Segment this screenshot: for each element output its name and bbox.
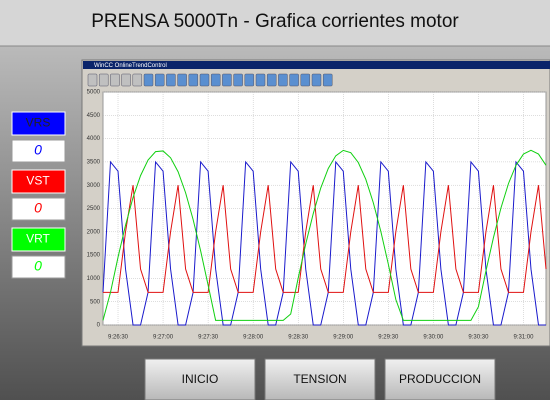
toolbar-icon[interactable] <box>143 73 154 87</box>
y-tick-label: 5000 <box>87 90 101 96</box>
nav-button-label: TENSION <box>293 372 346 386</box>
indicator-label-box <box>11 111 66 136</box>
nav-button-label: PRODUCCION <box>399 372 481 386</box>
y-tick-label: 1000 <box>87 276 101 282</box>
x-tick-label: 9:31:00 <box>513 335 534 341</box>
toolbar-icon[interactable] <box>166 73 176 87</box>
toolbar-icon[interactable] <box>266 73 277 87</box>
toolbar-icon[interactable] <box>311 73 322 87</box>
nav-button[interactable] <box>384 358 496 401</box>
y-tick-label: 3500 <box>87 159 101 165</box>
y-tick-label: 1500 <box>87 253 101 259</box>
x-tick-label: 9:30:00 <box>423 335 444 341</box>
toolbar-icon[interactable] <box>278 73 288 87</box>
indicator-label: VST <box>26 174 50 188</box>
trend-line <box>103 185 547 293</box>
trend-line <box>102 149 547 321</box>
window-title: WinCC OnlineTrendControl <box>94 63 167 69</box>
plot-area <box>102 91 547 326</box>
indicator-label: VRS <box>26 116 51 130</box>
y-tick-label: 3000 <box>87 183 101 189</box>
toolbar-icon[interactable] <box>177 73 187 87</box>
toolbar-icon[interactable] <box>188 73 199 87</box>
x-tick-label: 9:27:00 <box>153 335 174 341</box>
indicator-value-box <box>11 255 66 279</box>
indicator-label-box <box>11 227 66 252</box>
x-tick-label: 9:29:30 <box>378 335 399 341</box>
indicator-value: 0 <box>34 142 42 158</box>
toolbar-icon[interactable] <box>300 73 311 87</box>
y-tick-label: 4000 <box>87 136 101 142</box>
header-bar <box>0 0 550 46</box>
toolbar-icon[interactable] <box>322 73 333 87</box>
toolbar-icon[interactable] <box>289 73 299 87</box>
y-tick-label: 2000 <box>87 229 101 235</box>
toolbar-icon[interactable] <box>154 73 165 87</box>
toolbar-icon[interactable] <box>255 73 266 87</box>
nav-button[interactable] <box>144 358 256 401</box>
indicator-value-box <box>11 139 66 163</box>
page-title: PRENSA 5000Tn - Grafica corrientes motor <box>91 11 459 32</box>
toolbar-icon[interactable] <box>132 73 143 87</box>
indicator-label: VRT <box>26 232 50 246</box>
toolbar-icon[interactable] <box>121 73 131 87</box>
indicator-label-box <box>11 169 66 194</box>
x-tick-label: 9:28:30 <box>288 335 309 341</box>
indicator-value: 0 <box>34 200 42 216</box>
indicators: VRS 0 VST 0 VRT 0 <box>11 111 66 279</box>
nav-button-label: INICIO <box>182 372 219 386</box>
window-titlebar <box>83 61 550 69</box>
toolbar-icon[interactable] <box>222 73 232 87</box>
y-tick-label: 2500 <box>87 206 101 212</box>
toolbar-icon[interactable] <box>244 73 255 87</box>
x-tick-label: 9:28:00 <box>243 335 264 341</box>
y-tick-label: 500 <box>90 299 101 305</box>
x-tick-label: 9:29:00 <box>333 335 354 341</box>
indicator-value: 0 <box>34 258 42 274</box>
trend-line <box>102 160 546 326</box>
nav-button[interactable] <box>264 358 376 401</box>
x-tick-label: 9:26:30 <box>108 335 129 341</box>
x-tick-label: 9:27:30 <box>198 335 219 341</box>
toolbar-icon[interactable] <box>233 73 243 87</box>
toolbar-icon[interactable] <box>199 73 210 87</box>
y-tick-label: 4500 <box>87 113 101 119</box>
toolbar-icon[interactable] <box>210 73 221 87</box>
toolbar <box>87 73 333 87</box>
indicator-value-box <box>11 197 66 221</box>
toolbar-icon[interactable] <box>87 73 98 87</box>
toolbar-icon[interactable] <box>110 73 120 87</box>
toolbar-icon[interactable] <box>98 73 109 87</box>
buttons: INICIO TENSION PRODUCCION <box>144 358 496 401</box>
x-tick-label: 9:30:30 <box>468 335 489 341</box>
y-tick-label: 0 <box>97 323 101 329</box>
